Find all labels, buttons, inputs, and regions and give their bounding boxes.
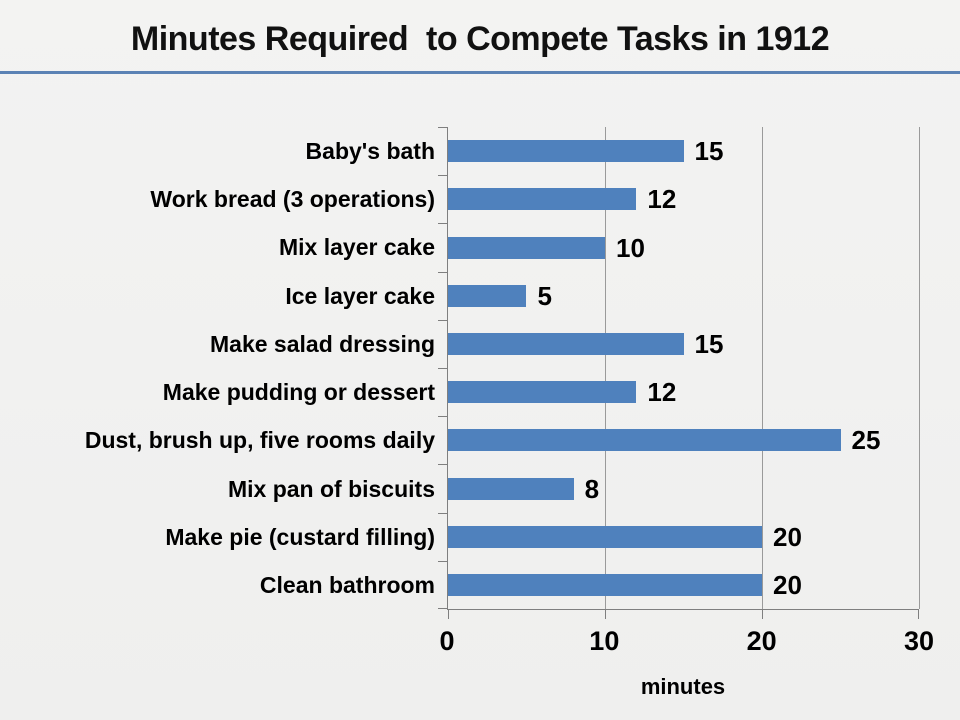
- bar-row: 20: [448, 561, 919, 609]
- y-axis-tick: [438, 464, 447, 466]
- bar-series: 15 12 10 5 15 12 25 8 20 20: [448, 127, 919, 609]
- y-axis-tick: [438, 512, 447, 514]
- category-label: Baby's bath: [305, 137, 435, 164]
- y-axis-tick: [438, 319, 447, 321]
- bar-row: 15: [448, 320, 919, 368]
- bar-value-label: 15: [694, 136, 724, 167]
- category-label: Dust, brush up, five rooms daily: [84, 427, 435, 454]
- y-axis-tick: [438, 223, 447, 225]
- bar-value-label: 5: [537, 280, 552, 311]
- bar-row: 20: [448, 513, 919, 561]
- bar-row: 15: [448, 127, 919, 175]
- bar: [448, 573, 762, 596]
- bar: [448, 188, 637, 211]
- bar-chart-plot-area: 15 12 10 5 15 12 25 8 20 20: [438, 127, 920, 619]
- bar-value-label: 15: [694, 328, 724, 359]
- y-axis-tick: [438, 271, 447, 273]
- bar-row: 8: [448, 464, 919, 512]
- bar: [448, 429, 841, 452]
- category-label: Make pie (custard filling): [165, 524, 435, 551]
- bar-row: 10: [448, 223, 919, 271]
- bar: [448, 477, 574, 500]
- bar: [448, 236, 605, 259]
- bar-row: 5: [448, 272, 919, 320]
- bar-value-label: 10: [615, 232, 645, 263]
- bar-row: 25: [448, 416, 919, 464]
- x-axis-title: minutes: [640, 674, 726, 699]
- x-axis-tick-label: 20: [746, 626, 777, 656]
- x-axis-tick-label: 30: [903, 626, 935, 656]
- x-axis-tick: [918, 610, 919, 619]
- category-label: Make salad dressing: [210, 330, 435, 357]
- bar: [448, 525, 762, 548]
- y-axis-tick: [438, 175, 447, 177]
- bar: [448, 284, 527, 307]
- x-axis-tick: [604, 610, 606, 619]
- category-label: Work bread (3 operations): [150, 185, 435, 212]
- x-axis-tick: [761, 610, 763, 619]
- category-label: Mix pan of biscuits: [227, 475, 435, 502]
- y-axis-tick: [438, 608, 447, 609]
- y-axis-tick: [438, 560, 447, 562]
- x-axis-tick-labels: 0 10 20 30: [439, 626, 934, 662]
- bar: [448, 332, 684, 355]
- x-axis-tick: [448, 610, 449, 619]
- bar: [448, 381, 637, 404]
- x-axis-tick-label: 0: [439, 626, 455, 656]
- bar-value-label: 20: [772, 521, 802, 552]
- bar-row: 12: [448, 368, 919, 416]
- x-axis-tick-label: 10: [589, 626, 620, 656]
- gridline: [604, 127, 606, 609]
- category-axis-labels: Baby's bath Work bread (3 operations) Mix …: [0, 127, 435, 610]
- title-divider-line: [0, 71, 960, 74]
- category-label: Make pudding or dessert: [162, 379, 435, 406]
- page-title: Minutes Required to Compete Tasks in 191…: [130, 20, 830, 58]
- category-label: Clean bathroom: [259, 572, 435, 599]
- bar-value-label: 12: [647, 184, 677, 215]
- bar-value-label: 25: [851, 425, 881, 456]
- bar: [448, 140, 684, 163]
- bar-value-label: 20: [772, 569, 802, 600]
- bar-value-label: 12: [647, 377, 677, 408]
- gridline: [919, 127, 920, 609]
- y-axis-tick: [438, 416, 447, 418]
- y-axis-tick: [438, 368, 447, 369]
- category-label: Mix layer cake: [278, 234, 435, 261]
- bar-value-label: 8: [584, 473, 600, 504]
- bar-row: 12: [448, 175, 919, 223]
- category-label: Ice layer cake: [285, 282, 435, 309]
- y-axis-tick: [438, 127, 447, 128]
- gridline: [761, 127, 763, 609]
